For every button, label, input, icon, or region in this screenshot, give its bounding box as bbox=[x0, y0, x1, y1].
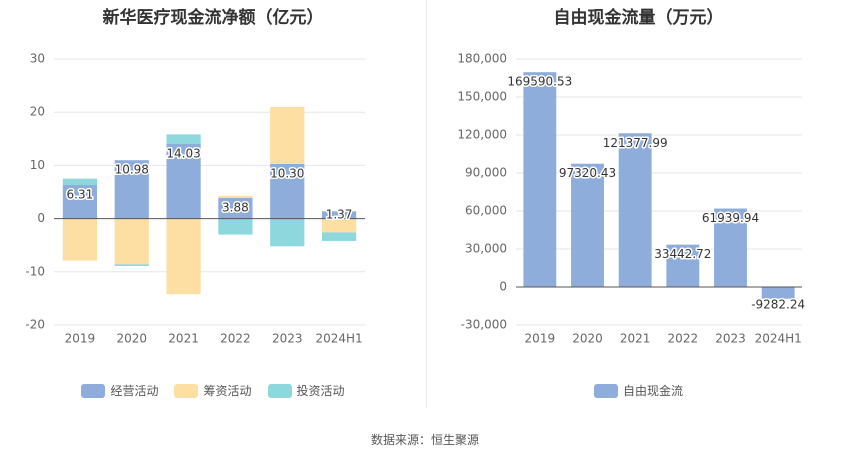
fcf-x-tick-label: 2023 bbox=[715, 332, 746, 346]
fcf-x-tick-label: 2024H1 bbox=[755, 332, 802, 346]
cashflow-bar bbox=[62, 178, 98, 186]
panel-divider bbox=[426, 0, 427, 408]
cashflow-legend-item[interactable]: 筹资活动 bbox=[174, 382, 252, 399]
cashflow-data-label: 6.31 bbox=[67, 188, 94, 202]
fcf-y-tick-label: 180,000 bbox=[457, 52, 507, 66]
data-source-footer: 数据来源：恒生聚源 bbox=[370, 433, 479, 447]
fcf-data-label: 121377.99 bbox=[603, 136, 668, 150]
fcf-y-tick-label: 120,000 bbox=[457, 128, 507, 142]
cashflow-bar bbox=[114, 264, 149, 266]
fcf-x-tick-label: 2021 bbox=[620, 332, 651, 346]
cashflow-y-tick-label: 0 bbox=[37, 211, 45, 225]
fcf-bar bbox=[761, 287, 795, 299]
fcf-data-label: 97320.43 bbox=[559, 166, 616, 180]
fcf-y-tick-label: 150,000 bbox=[457, 90, 507, 104]
cashflow-data-label: 10.30 bbox=[270, 166, 304, 180]
cashflow-y-tick-label: -10 bbox=[25, 264, 45, 278]
fcf-data-label: 61939.94 bbox=[702, 211, 759, 225]
cashflow-data-label: 10.98 bbox=[115, 163, 149, 177]
cashflow-legend-item[interactable]: 经营活动 bbox=[81, 382, 158, 399]
fcf-y-tick-label: 60,000 bbox=[465, 204, 507, 218]
fcf-bar bbox=[523, 72, 557, 287]
fcf-x-tick-label: 2022 bbox=[668, 332, 699, 346]
fcf-legend-item[interactable]: 自由现金流 bbox=[593, 382, 683, 399]
cashflow-chart-legend: 经营活动 筹资活动 投资活动 bbox=[0, 382, 426, 399]
cashflow-bar bbox=[62, 185, 98, 219]
cashflow-x-tick-label: 2019 bbox=[65, 332, 96, 346]
fcf-bar bbox=[666, 244, 700, 287]
cashflow-bar bbox=[270, 163, 305, 219]
cashflow-y-tick-label: 10 bbox=[30, 158, 45, 172]
fcf-chart-title: 自由现金流量（万元） bbox=[553, 8, 724, 28]
cashflow-legend-label: 投资活动 bbox=[296, 384, 345, 398]
cashflow-x-tick-label: 2022 bbox=[220, 332, 251, 346]
fcf-bar bbox=[571, 163, 604, 287]
fcf-y-tick-label: 0 bbox=[499, 280, 507, 294]
cashflow-bar bbox=[321, 218, 357, 233]
fcf-legend-label: 自由现金流 bbox=[622, 384, 683, 398]
cashflow-chart-plot: -20 -10 0 10 20 30 2019 2020 2021 2022 2023 2024H1 6… bbox=[25, 52, 365, 346]
fcf-bar bbox=[618, 133, 652, 287]
cashflow-data-label: 14.03 bbox=[166, 146, 200, 160]
fcf-chart-legend: 自由现金流 bbox=[427, 382, 850, 399]
fcf-data-label: -9282.24 bbox=[751, 297, 805, 311]
fcf-data-label: 169590.53 bbox=[507, 75, 572, 89]
cashflow-legend-swatch bbox=[174, 383, 199, 398]
fcf-chart-panel: 自由现金流量（万元） -30,000 0 30,000 60,000 90,000 120… bbox=[427, 0, 850, 410]
cashflow-chart-panel: 新华医疗现金流净额（亿元） -20 -10 0 10 20 30 2019 2020 2021 2… bbox=[0, 0, 426, 410]
cashflow-bar bbox=[270, 218, 305, 247]
fcf-chart-plot: -30,000 0 30,000 60,000 90,000 120,000 150,000… bbox=[457, 52, 806, 346]
fcf-x-tick-label: 2019 bbox=[525, 332, 556, 346]
cashflow-bar bbox=[270, 106, 305, 164]
cashflow-bar bbox=[218, 218, 253, 235]
cashflow-x-tick-label: 2023 bbox=[272, 332, 303, 346]
cashflow-y-tick-label: -20 bbox=[25, 318, 45, 332]
fcf-data-label: 33442.72 bbox=[654, 247, 711, 261]
fcf-x-tick-label: 2020 bbox=[572, 332, 603, 346]
cashflow-bar bbox=[114, 218, 149, 265]
cashflow-bar bbox=[218, 195, 253, 198]
fcf-legend-swatch bbox=[593, 383, 618, 398]
cashflow-bar bbox=[218, 197, 253, 219]
cashflow-bar bbox=[62, 218, 98, 261]
cashflow-bar bbox=[114, 160, 149, 219]
fcf-y-tick-label: 30,000 bbox=[465, 242, 507, 256]
cashflow-bar bbox=[321, 211, 357, 219]
cashflow-legend-swatch bbox=[267, 383, 292, 398]
cashflow-x-tick-label: 2021 bbox=[168, 332, 199, 346]
cashflow-data-label: 3.88 bbox=[222, 200, 249, 214]
cashflow-bar bbox=[321, 232, 357, 241]
cashflow-legend-swatch bbox=[81, 383, 106, 398]
cashflow-legend-label: 经营活动 bbox=[110, 384, 159, 398]
cashflow-y-tick-label: 20 bbox=[30, 105, 45, 119]
fcf-y-tick-label: -30,000 bbox=[461, 318, 507, 332]
fcf-bar bbox=[714, 208, 747, 287]
cashflow-x-tick-label: 2020 bbox=[116, 332, 147, 346]
cashflow-legend-label: 筹资活动 bbox=[203, 384, 252, 398]
cashflow-bar bbox=[166, 143, 201, 219]
fcf-y-tick-label: 90,000 bbox=[465, 166, 507, 180]
cashflow-bar bbox=[166, 218, 201, 295]
cashflow-data-label: 1.37 bbox=[326, 207, 353, 221]
cashflow-x-tick-label: 2024H1 bbox=[315, 332, 362, 346]
cashflow-y-tick-label: 30 bbox=[30, 52, 45, 66]
cashflow-bar bbox=[166, 134, 201, 144]
cashflow-chart-title: 新华医疗现金流净额（亿元） bbox=[102, 8, 324, 28]
cashflow-legend-item[interactable]: 投资活动 bbox=[267, 382, 345, 399]
